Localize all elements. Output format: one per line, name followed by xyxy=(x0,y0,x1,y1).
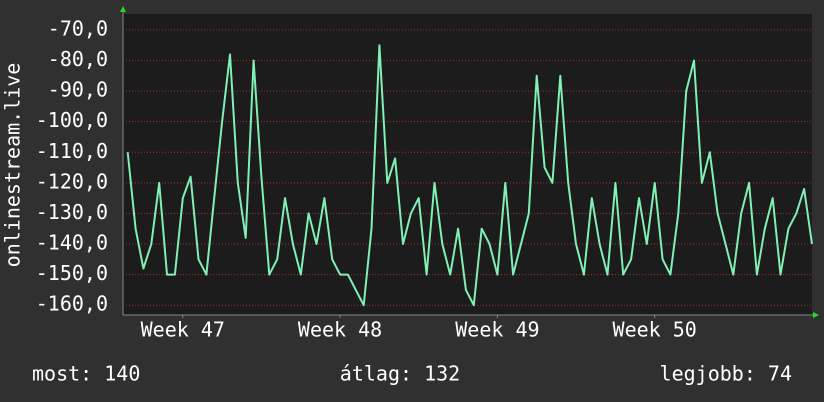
axis-arrow xyxy=(813,312,819,318)
y-tick-label: -120,0 xyxy=(36,169,108,193)
y-tick-label: -70,0 xyxy=(48,16,108,40)
stat-best: legjobb: 74 xyxy=(660,362,792,386)
x-tick-label: Week 50 xyxy=(613,318,697,342)
stat-current: most: 140 xyxy=(32,362,140,386)
y-tick-label: -100,0 xyxy=(36,108,108,132)
y-axis-label: onlinestream.live xyxy=(1,63,25,268)
axis-arrow xyxy=(120,6,126,12)
plot-area xyxy=(123,14,812,315)
stat-average: átlag: 132 xyxy=(340,362,460,386)
x-tick-label: Week 49 xyxy=(455,318,539,342)
x-tick-label: Week 47 xyxy=(141,318,225,342)
data-line xyxy=(126,44,813,307)
y-tick-label: -80,0 xyxy=(48,47,108,71)
y-tick-label: -160,0 xyxy=(36,292,108,316)
y-tick-label: -150,0 xyxy=(36,261,108,285)
y-tick-label: -90,0 xyxy=(48,78,108,102)
y-tick-label: -140,0 xyxy=(36,231,108,255)
y-tick-label: -110,0 xyxy=(36,139,108,163)
x-tick-label: Week 48 xyxy=(298,318,382,342)
y-tick-label: -130,0 xyxy=(36,200,108,224)
